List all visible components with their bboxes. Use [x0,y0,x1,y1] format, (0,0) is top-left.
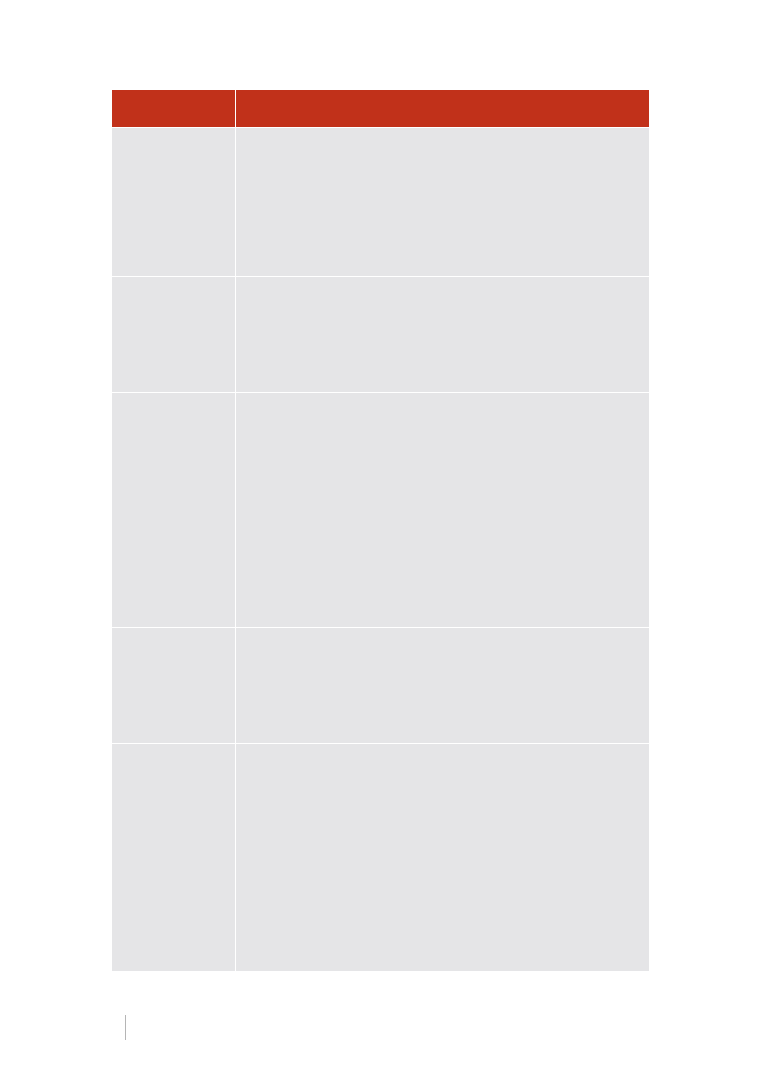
table-row-4-content [236,628,649,743]
table-row-3-label [112,393,235,627]
table-row-4-label [112,628,235,743]
table-row-2-content [236,277,649,392]
table-row-1-content [236,128,649,276]
table-row-2-label [112,277,235,392]
table-row-5-label [112,744,235,971]
table-header-col-1 [112,90,235,127]
footer-divider-line [125,1015,126,1040]
content-table [112,90,649,971]
table-row-1-label [112,128,235,276]
table-row-5-content [236,744,649,971]
table-row-3-content [236,393,649,627]
table-header-col-2 [236,90,649,127]
